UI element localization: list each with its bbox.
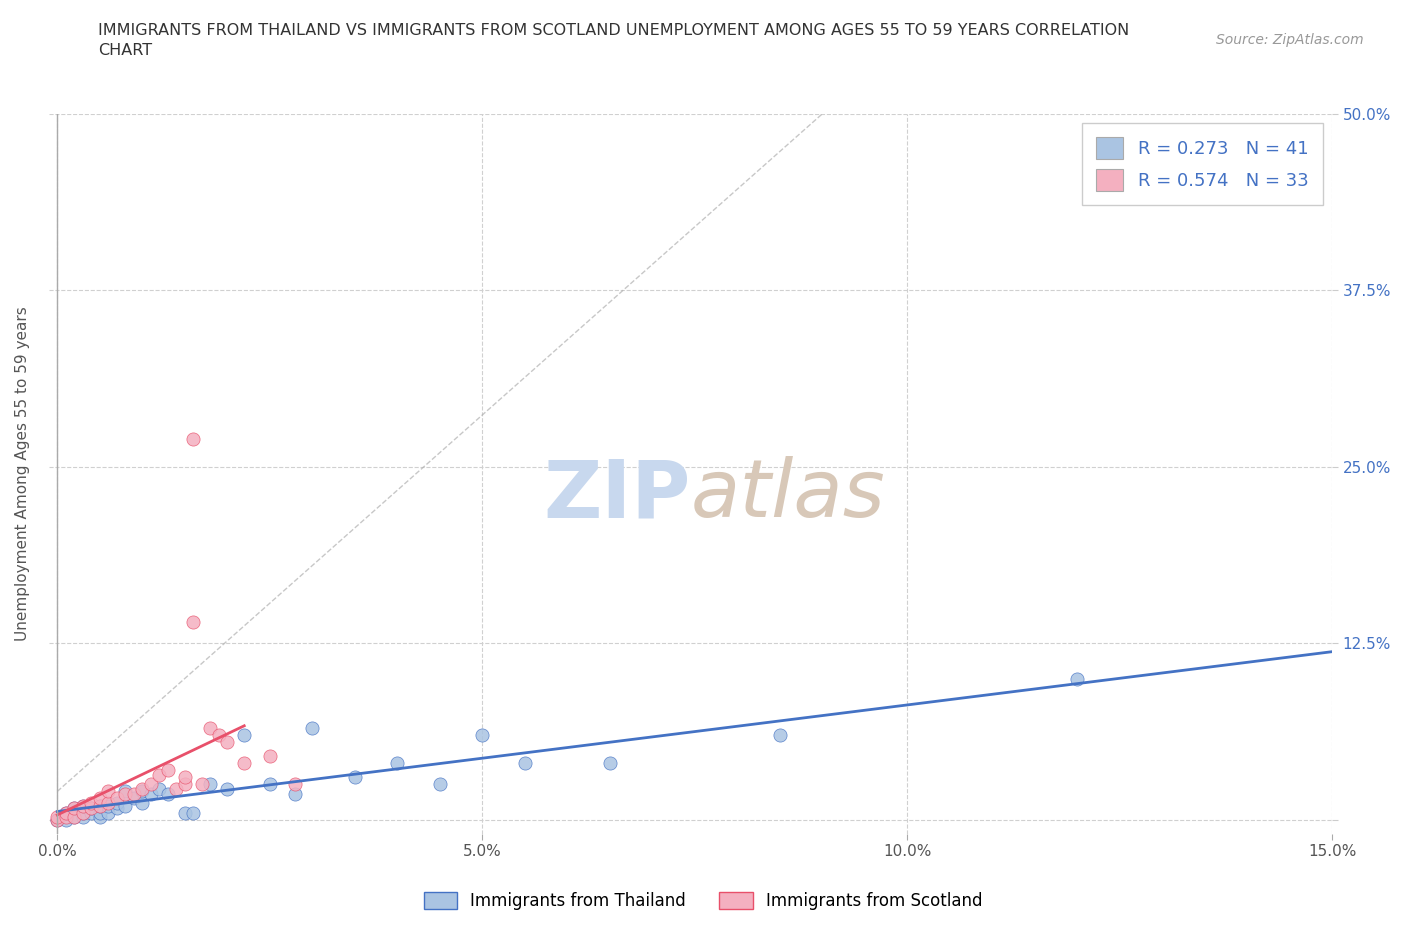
Point	[72, 798, 94, 813]
Point	[200, 721, 222, 736]
Point	[284, 787, 307, 802]
Point	[72, 798, 94, 813]
Point	[131, 781, 153, 796]
Point	[1066, 671, 1088, 686]
Point	[233, 756, 256, 771]
Point	[122, 791, 145, 806]
Point	[55, 812, 77, 827]
Legend: R = 0.273   N = 41, R = 0.574   N = 33: R = 0.273 N = 41, R = 0.574 N = 33	[1081, 123, 1323, 205]
Point	[105, 791, 128, 806]
Point	[173, 777, 195, 791]
Point	[301, 721, 323, 736]
Point	[233, 727, 256, 742]
Point	[89, 791, 111, 806]
Point	[131, 795, 153, 810]
Point	[156, 787, 179, 802]
Point	[513, 756, 536, 771]
Point	[208, 727, 231, 742]
Point	[72, 805, 94, 820]
Point	[200, 777, 222, 791]
Point	[173, 805, 195, 820]
Point	[599, 756, 621, 771]
Point	[148, 767, 170, 782]
Point	[769, 727, 792, 742]
Point	[217, 735, 239, 750]
Point	[284, 777, 307, 791]
Point	[429, 777, 451, 791]
Point	[343, 770, 366, 785]
Point	[89, 798, 111, 813]
Point	[131, 784, 153, 799]
Point	[80, 801, 103, 816]
Point	[165, 781, 187, 796]
Point	[173, 770, 195, 785]
Text: atlas: atlas	[690, 457, 886, 535]
Point	[80, 795, 103, 810]
Point	[63, 809, 86, 824]
Point	[97, 798, 120, 813]
Point	[217, 781, 239, 796]
Point	[387, 756, 409, 771]
Point	[97, 784, 120, 799]
Point	[80, 805, 103, 820]
Point	[148, 781, 170, 796]
Point	[46, 809, 69, 824]
Point	[181, 432, 204, 446]
Point	[105, 801, 128, 816]
Point	[156, 763, 179, 777]
Legend: Immigrants from Thailand, Immigrants from Scotland: Immigrants from Thailand, Immigrants fro…	[416, 885, 990, 917]
Point	[259, 777, 281, 791]
Point	[139, 787, 162, 802]
Point	[72, 805, 94, 820]
Point	[55, 809, 77, 824]
Point	[97, 805, 120, 820]
Point	[55, 805, 77, 820]
Point	[89, 798, 111, 813]
Point	[190, 777, 212, 791]
Point	[139, 777, 162, 791]
Point	[105, 795, 128, 810]
Point	[114, 784, 136, 799]
Text: IMMIGRANTS FROM THAILAND VS IMMIGRANTS FROM SCOTLAND UNEMPLOYMENT AMONG AGES 55 : IMMIGRANTS FROM THAILAND VS IMMIGRANTS F…	[98, 23, 1129, 58]
Point	[72, 809, 94, 824]
Point	[46, 812, 69, 827]
Point	[471, 727, 494, 742]
Point	[63, 809, 86, 824]
Point	[97, 795, 120, 810]
Point	[122, 787, 145, 802]
Point	[181, 805, 204, 820]
Point	[89, 805, 111, 820]
Point	[89, 809, 111, 824]
Text: ZIP: ZIP	[543, 457, 690, 535]
Y-axis label: Unemployment Among Ages 55 to 59 years: Unemployment Among Ages 55 to 59 years	[15, 307, 30, 642]
Point	[63, 801, 86, 816]
Point	[259, 749, 281, 764]
Point	[114, 798, 136, 813]
Point	[55, 805, 77, 820]
Point	[114, 787, 136, 802]
Text: Source: ZipAtlas.com: Source: ZipAtlas.com	[1216, 33, 1364, 46]
Point	[63, 801, 86, 816]
Point	[80, 801, 103, 816]
Point	[181, 615, 204, 630]
Point	[46, 812, 69, 827]
